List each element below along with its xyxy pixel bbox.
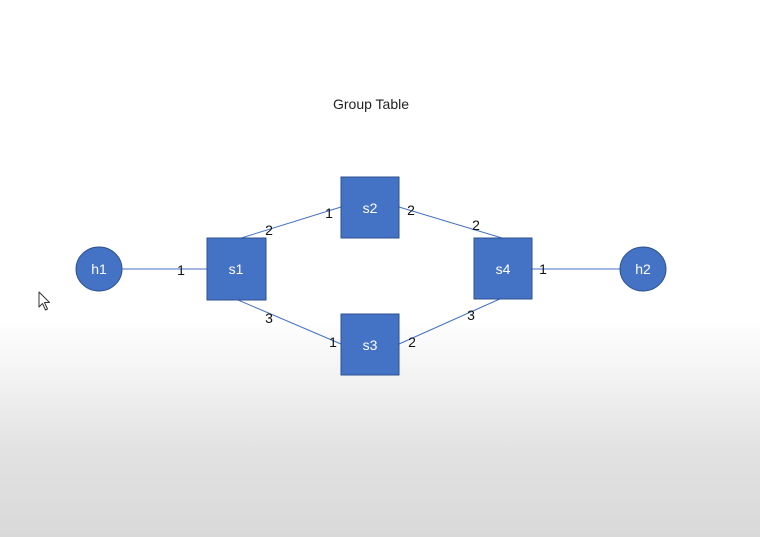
link-s1-s3 (237, 299, 342, 345)
switch-s2-shape (340, 176, 400, 239)
link-s3-s4 (398, 297, 503, 345)
link-s2-s4 (398, 206, 503, 239)
port-label-s4-s3: 3 (467, 307, 475, 323)
switch-s3: s3 (340, 313, 400, 376)
port-labels: 1 2 1 3 1 2 2 2 3 1 (177, 202, 547, 350)
switch-s1-label: s1 (229, 261, 244, 277)
port-label-s1-h1: 1 (177, 262, 185, 278)
switch-s2: s2 (340, 176, 400, 239)
port-label-s4-s2: 2 (472, 217, 480, 233)
switch-s4-label: s4 (496, 261, 511, 277)
link-s1-s2 (237, 206, 342, 240)
port-label-s1-s2: 2 (265, 222, 273, 238)
switch-s1: s1 (206, 237, 267, 301)
mouse-pointer-icon (38, 291, 50, 311)
switch-s4-shape (473, 237, 533, 300)
switch-s1-shape (206, 237, 267, 301)
host-h1-label: h1 (91, 261, 107, 277)
switch-s3-label: s3 (363, 337, 378, 353)
host-h2: h2 (619, 246, 667, 292)
switch-s4: s4 (473, 237, 533, 300)
diagram-title: Group Table (333, 96, 409, 112)
switch-s2-label: s2 (363, 200, 378, 216)
switch-s3-shape (340, 313, 400, 376)
port-label-s2-s1: 1 (325, 205, 333, 221)
port-label-s3-s1: 1 (329, 334, 337, 350)
host-h1: h1 (75, 246, 123, 292)
host-h2-shape (619, 246, 667, 292)
port-label-s1-s3: 3 (265, 310, 273, 326)
port-label-s3-s4: 2 (408, 334, 416, 350)
host-h2-label: h2 (635, 261, 651, 277)
host-h1-shape (75, 246, 123, 292)
port-label-s4-h2: 1 (539, 261, 547, 277)
port-label-s2-s4: 2 (407, 202, 415, 218)
links (122, 206, 620, 345)
